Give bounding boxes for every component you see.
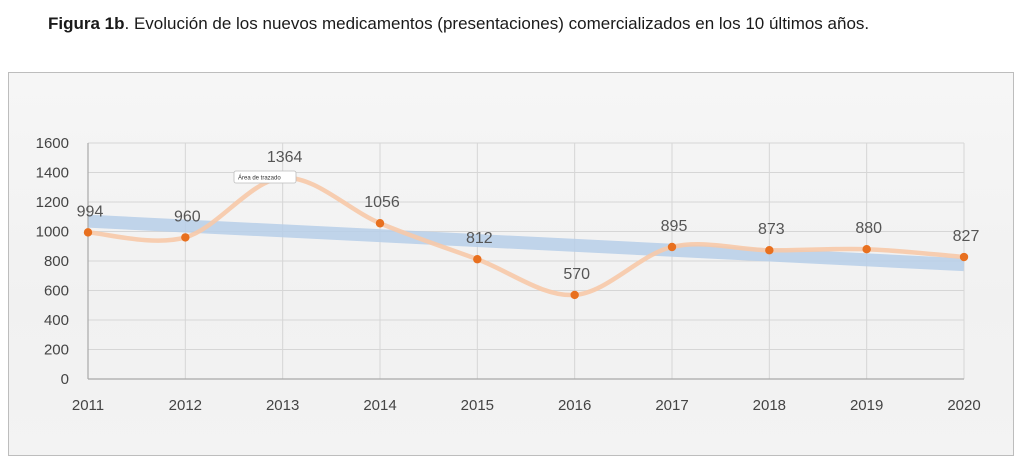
data-point-2017 bbox=[667, 242, 677, 252]
data-label-2020: 827 bbox=[953, 228, 980, 245]
data-point-2020 bbox=[959, 252, 969, 262]
x-tick-label: 2018 bbox=[753, 397, 786, 414]
data-label-2015: 812 bbox=[466, 230, 493, 247]
figure-caption-text: . Evolución de los nuevos medicamentos (… bbox=[124, 14, 870, 33]
figure-caption: Figura 1b. Evolución de los nuevos medic… bbox=[48, 14, 869, 34]
axes: 0 200 400 600 800 1000 1200 1400 1600 2011 2012 201… bbox=[36, 135, 981, 414]
data-point-2012 bbox=[181, 233, 190, 242]
y-tick-label: 1000 bbox=[36, 224, 69, 241]
y-tick-label: 1600 bbox=[36, 135, 69, 152]
data-point-2016 bbox=[570, 290, 579, 300]
y-tick-label: 200 bbox=[44, 342, 69, 359]
plot-area-tooltip-layer: Área de trazado bbox=[233, 170, 297, 184]
data-point-2018 bbox=[765, 246, 774, 255]
x-tick-label: 2011 bbox=[72, 397, 104, 414]
series-line bbox=[85, 175, 967, 298]
data-label-2019: 880 bbox=[855, 220, 882, 237]
line-chart: 0 200 400 600 800 1000 1200 1400 1600 2011 2012 201… bbox=[36, 135, 981, 414]
series-line-layer bbox=[85, 175, 967, 298]
data-label-2018: 873 bbox=[758, 221, 785, 238]
plot-area-tooltip bbox=[233, 170, 297, 184]
x-tick-label: 2013 bbox=[266, 397, 299, 414]
data-labels: 994 960 1364 1056 812 570 895 873 880 827 bbox=[77, 149, 980, 283]
y-tick-label: 800 bbox=[44, 253, 69, 270]
data-label-2016: 570 bbox=[563, 266, 590, 283]
data-point-2014 bbox=[375, 219, 385, 228]
y-tick-label: 600 bbox=[44, 283, 69, 300]
data-point-2011 bbox=[83, 228, 93, 237]
figure-label: Figura 1b bbox=[48, 14, 125, 33]
data-label-2012: 960 bbox=[174, 208, 201, 225]
y-tick-label: 0 bbox=[61, 371, 69, 388]
x-tick-label: 2015 bbox=[461, 397, 494, 414]
x-tick-label: 2012 bbox=[169, 397, 202, 414]
y-tick-label: 400 bbox=[44, 312, 69, 329]
data-label-2017: 895 bbox=[661, 218, 688, 235]
x-tick-label: 2019 bbox=[850, 397, 883, 414]
x-tick-label: 2017 bbox=[655, 397, 688, 414]
data-label-2013: 1364 bbox=[267, 149, 303, 166]
gridlines bbox=[88, 142, 965, 379]
data-label-2011: 994 bbox=[77, 203, 104, 220]
y-tick-label: 1200 bbox=[36, 194, 69, 211]
chart-frame: 0 200 400 600 800 1000 1200 1400 1600 2011 2012 201… bbox=[8, 72, 1014, 456]
data-point-2019 bbox=[862, 245, 871, 254]
y-tick-label: 1400 bbox=[36, 165, 69, 182]
x-tick-label: 2016 bbox=[558, 397, 591, 414]
x-tick-label: 2020 bbox=[947, 397, 980, 414]
trendline bbox=[87, 214, 965, 272]
data-label-2014: 1056 bbox=[364, 194, 400, 211]
x-tick-label: 2014 bbox=[363, 397, 396, 414]
series-markers bbox=[83, 173, 969, 300]
trendline-layer bbox=[87, 214, 965, 272]
data-point-2015 bbox=[473, 255, 482, 264]
plot-area-tooltip-text: Área de trazado bbox=[238, 175, 281, 182]
